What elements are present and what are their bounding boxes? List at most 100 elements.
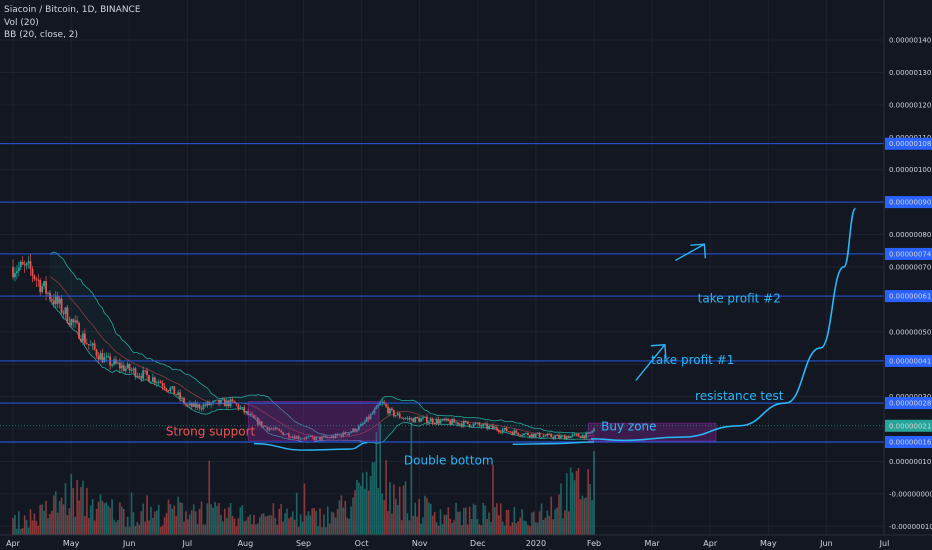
candle-body (264, 425, 267, 427)
candle-body (148, 375, 150, 382)
candle-body (91, 343, 94, 345)
candle-body (23, 264, 26, 266)
candle-body (313, 437, 316, 441)
volume-bar (583, 498, 586, 535)
candle-body (103, 357, 106, 363)
volume-bar (509, 525, 512, 535)
candle-body (486, 423, 489, 429)
candle-body (365, 416, 368, 422)
symbol-title[interactable]: Siacoin / Bitcoin, 1D, BINANCE (4, 5, 141, 15)
level-price-label: 0.00000016 (889, 439, 932, 447)
candle-body (536, 432, 539, 434)
volume-bar (463, 507, 465, 535)
volume-bar (408, 520, 411, 535)
volume-bar (490, 522, 492, 535)
volume-bar (109, 507, 111, 535)
volume-bar (249, 514, 251, 535)
candle-body (117, 362, 119, 364)
volume-bar (198, 508, 201, 535)
volume-bar (173, 505, 176, 535)
time-tick-label: Nov (412, 539, 428, 548)
candle-body (563, 435, 566, 440)
candle-body (464, 420, 467, 422)
volume-bar (19, 528, 22, 535)
candle-body (113, 359, 115, 365)
volume-bar (150, 506, 152, 535)
volume-bar (130, 492, 133, 535)
time-tick-label: May (63, 539, 80, 548)
volume-bar (447, 507, 450, 535)
volume-bar (375, 432, 378, 535)
volume-bar (342, 507, 345, 535)
candle-body (356, 430, 358, 432)
candle-body (155, 382, 158, 384)
current-price-label: 0.00000021 (889, 422, 931, 430)
volume-bar (284, 513, 286, 535)
bollinger-indicator-label[interactable]: BB (20, close, 2) (4, 30, 79, 40)
volume-bar (78, 500, 80, 535)
volume-bar (567, 511, 570, 535)
volume-bar (231, 515, 234, 535)
volume-bar (163, 517, 166, 535)
volume-bar (99, 494, 102, 535)
volume-bar (95, 508, 98, 535)
volume-bar (185, 511, 187, 535)
volume-bar (338, 500, 341, 535)
volume-bar (494, 507, 496, 535)
arrow-shaft (635, 344, 666, 381)
time-tick-label: Jul (181, 539, 192, 548)
time-axis-background (0, 535, 932, 550)
volume-bar (258, 517, 261, 535)
candle-body (231, 399, 234, 401)
volume-bar (167, 499, 170, 535)
volume-bar (101, 500, 104, 535)
candle-body (177, 392, 180, 395)
candle-body (439, 420, 442, 424)
candle-body (371, 413, 374, 415)
volume-bar (126, 516, 129, 535)
volume-bar (70, 473, 73, 535)
candle-body (538, 432, 541, 438)
candle-body (544, 435, 547, 437)
volume-bar (486, 518, 488, 535)
volume-bar (536, 522, 539, 535)
time-tick-label: Oct (355, 539, 369, 548)
candle-body (495, 427, 498, 430)
candle-body (560, 435, 562, 438)
candle-body (468, 423, 471, 427)
volume-bar (529, 526, 531, 535)
horizontal-levels (0, 143, 884, 443)
volume-bar (241, 505, 244, 535)
volume-indicator-label[interactable]: Vol (20) (4, 17, 39, 28)
candle-body (379, 403, 382, 406)
volume-bar (74, 516, 76, 535)
candle-body (346, 434, 349, 436)
price-axis[interactable]: 0.000001400.000001300.000001200.00000110… (883, 0, 932, 550)
volume-bar (68, 508, 71, 535)
volume-bar (60, 497, 63, 535)
volume-bar (400, 520, 403, 535)
volume-bar (468, 506, 471, 535)
candle-body (558, 435, 560, 438)
candle-body (54, 295, 57, 305)
candle-body (515, 430, 518, 433)
candle-body (243, 407, 246, 413)
time-axis[interactable]: Apr May Jun Jul Aug Sep Oct Nov Dec 2020 Feb Mar Apr… (0, 534, 932, 550)
volume-bar (245, 520, 247, 535)
volume-bar (47, 517, 49, 535)
candle-body (422, 417, 424, 419)
volume-bar (429, 503, 432, 535)
candle-body (161, 383, 164, 387)
candle-body (457, 422, 459, 425)
volume-bar (352, 497, 354, 535)
candle-body (165, 388, 168, 391)
volume-bar (554, 509, 556, 535)
volume-bar (177, 496, 179, 535)
candle-body (206, 401, 209, 406)
volume-bar (496, 503, 498, 535)
candle-body (412, 418, 415, 423)
price-tick-label: 0.00000100 (889, 166, 931, 174)
candle-body (433, 423, 436, 424)
candle-body (550, 433, 553, 437)
